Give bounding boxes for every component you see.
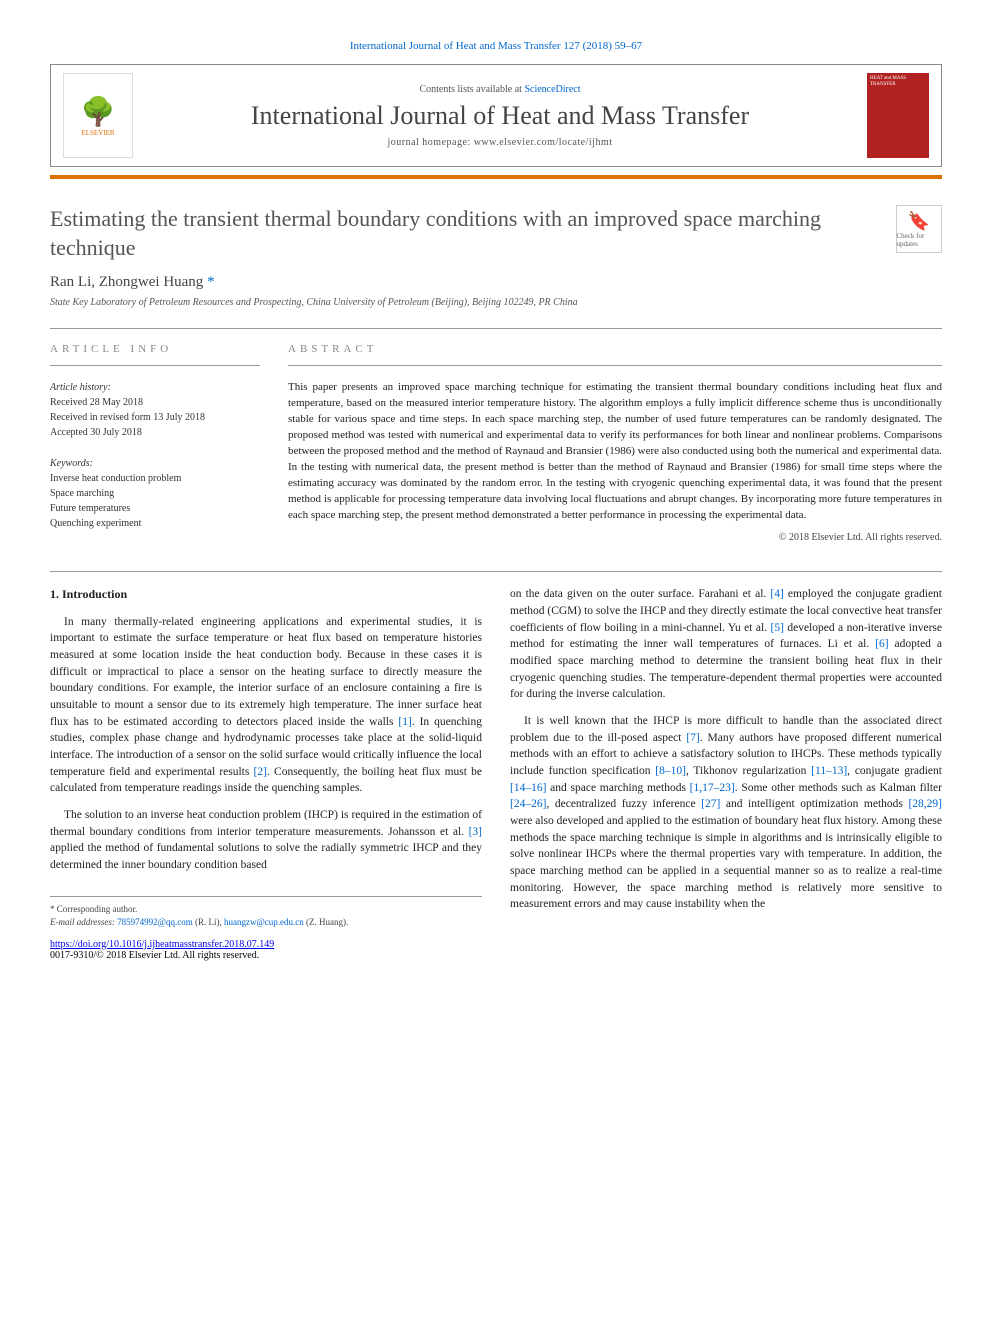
divider-top xyxy=(50,328,942,329)
issn-copyright: 0017-9310/© 2018 Elsevier Ltd. All right… xyxy=(50,950,259,961)
ref-link-11-13[interactable]: [11–13] xyxy=(811,765,847,777)
author-1: Ran Li xyxy=(50,274,91,290)
ref-link-28-29[interactable]: [28,29] xyxy=(908,798,942,810)
body-column-right: on the data given on the outer surface. … xyxy=(510,586,942,929)
corr-author-label: * Corresponding author. xyxy=(50,903,482,916)
ref-link-14-16[interactable]: [14–16] xyxy=(510,782,546,794)
ref-link-1-17-23[interactable]: [1,17–23] xyxy=(690,782,735,794)
email-line: E-mail addresses: 785974992@qq.com (R. L… xyxy=(50,916,482,929)
elsevier-tree-icon: 🌳 xyxy=(81,95,116,129)
corresponding-author-link[interactable]: * xyxy=(207,274,215,290)
intro-paragraph-1: In many thermally-related engineering ap… xyxy=(50,614,482,797)
ref-link-1[interactable]: [1] xyxy=(398,716,411,728)
email-link-2[interactable]: huangzw@cup.edu.cn xyxy=(224,917,304,927)
body-column-left: 1. Introduction In many thermally-relate… xyxy=(50,586,482,929)
ref-link-27[interactable]: [27] xyxy=(701,798,720,810)
ref-link-4[interactable]: [4] xyxy=(770,588,783,600)
ref-link-3[interactable]: [3] xyxy=(469,826,482,838)
journal-cover-thumbnail: HEAT and MASS TRANSFER xyxy=(867,73,929,158)
article-info-label: article info xyxy=(50,343,260,355)
doi-footer: https://doi.org/10.1016/j.ijheatmasstran… xyxy=(50,939,942,961)
ref-link-5[interactable]: [5] xyxy=(770,622,783,634)
accent-bar xyxy=(50,175,942,179)
body-two-column: 1. Introduction In many thermally-relate… xyxy=(50,586,942,929)
corresponding-author-footer: * Corresponding author. E-mail addresses… xyxy=(50,896,482,929)
article-info-column: article info Article history: Received 2… xyxy=(50,343,260,547)
publisher-name: ELSEVIER xyxy=(81,129,114,137)
abstract-copyright: © 2018 Elsevier Ltd. All rights reserved… xyxy=(288,532,942,543)
author-2: Zhongwei Huang xyxy=(99,274,204,290)
keywords-block: Keywords: Inverse heat conduction proble… xyxy=(50,456,260,531)
intro-paragraph-2: The solution to an inverse heat conducti… xyxy=(50,807,482,874)
contents-available-line: Contents lists available at ScienceDirec… xyxy=(133,84,867,95)
abstract-text: This paper presents an improved space ma… xyxy=(288,380,942,523)
journal-reference: International Journal of Heat and Mass T… xyxy=(50,40,942,52)
intro-paragraph-3: on the data given on the outer surface. … xyxy=(510,586,942,703)
ref-link-8-10[interactable]: [8–10] xyxy=(655,765,686,777)
section-heading-intro: 1. Introduction xyxy=(50,586,482,603)
ref-link-2[interactable]: [2] xyxy=(254,766,267,778)
abstract-column: abstract This paper presents an improved… xyxy=(288,343,942,547)
intro-paragraph-4: It is well known that the IHCP is more d… xyxy=(510,713,942,913)
affiliation: State Key Laboratory of Petroleum Resour… xyxy=(50,297,942,308)
article-history-block: Article history: Received 28 May 2018 Re… xyxy=(50,380,260,440)
journal-header-box: 🌳 ELSEVIER Contents lists available at S… xyxy=(50,64,942,167)
divider-mid xyxy=(50,571,942,572)
elsevier-logo: 🌳 ELSEVIER xyxy=(63,73,133,158)
ref-link-6[interactable]: [6] xyxy=(875,638,888,650)
article-title: Estimating the transient thermal boundar… xyxy=(50,205,884,262)
ref-link-7[interactable]: [7] xyxy=(686,732,699,744)
abstract-label: abstract xyxy=(288,343,942,355)
updates-bookmark-icon: 🔖 xyxy=(908,211,930,232)
sciencedirect-link[interactable]: ScienceDirect xyxy=(524,84,580,95)
doi-link[interactable]: https://doi.org/10.1016/j.ijheatmasstran… xyxy=(50,939,274,950)
homepage-url[interactable]: www.elsevier.com/locate/ijhmt xyxy=(474,137,613,148)
check-updates-badge[interactable]: 🔖 Check for updates xyxy=(896,205,942,253)
ref-link-24-26[interactable]: [24–26] xyxy=(510,798,546,810)
author-list: Ran Li, Zhongwei Huang * xyxy=(50,274,942,291)
journal-title: International Journal of Heat and Mass T… xyxy=(133,101,867,131)
journal-homepage-line: journal homepage: www.elsevier.com/locat… xyxy=(133,137,867,148)
email-link-1[interactable]: 785974992@qq.com xyxy=(117,917,193,927)
